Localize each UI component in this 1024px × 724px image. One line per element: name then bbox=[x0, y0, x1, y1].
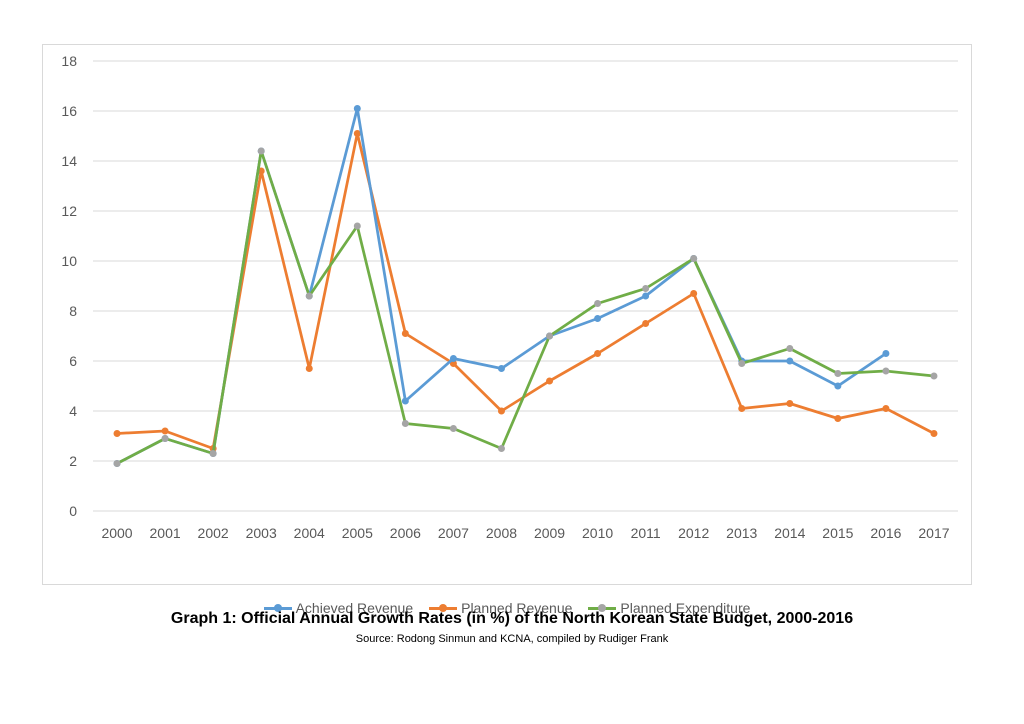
x-tick-label: 2004 bbox=[294, 525, 325, 541]
x-tick-label: 2008 bbox=[486, 525, 517, 541]
data-point bbox=[401, 330, 409, 337]
data-point bbox=[497, 445, 505, 452]
data-point bbox=[353, 105, 361, 112]
data-point bbox=[642, 320, 650, 327]
data-point bbox=[786, 345, 794, 352]
legend-swatch bbox=[588, 602, 617, 614]
data-point bbox=[594, 315, 602, 322]
legend-item: Planned Expenditure bbox=[588, 600, 750, 616]
x-tick-label: 2006 bbox=[390, 525, 421, 541]
data-point bbox=[786, 357, 794, 365]
x-tick-label: 2017 bbox=[918, 525, 949, 541]
data-point bbox=[930, 372, 938, 380]
y-tick-label: 2 bbox=[69, 453, 77, 469]
legend: Achieved Revenue Planned Revenue Planned E… bbox=[43, 600, 971, 620]
data-point bbox=[642, 292, 650, 300]
x-tick-label: 2007 bbox=[438, 525, 469, 541]
x-tick-label: 2003 bbox=[246, 525, 277, 541]
legend-swatch bbox=[429, 602, 458, 614]
y-tick-label: 6 bbox=[69, 353, 77, 369]
y-tick-label: 4 bbox=[69, 403, 77, 419]
data-point bbox=[401, 420, 409, 427]
y-tick-label: 10 bbox=[61, 253, 77, 269]
series-planned-revenue bbox=[113, 130, 938, 452]
data-point bbox=[834, 415, 842, 422]
data-point bbox=[161, 435, 169, 442]
x-tick-label: 2009 bbox=[534, 525, 565, 541]
data-point bbox=[642, 285, 650, 292]
data-point bbox=[690, 290, 698, 297]
y-tick-label: 14 bbox=[61, 153, 77, 169]
chart-area: 0 2 4 6 8 10 12 14 16 18 2000 2001 2002 2003 2004 2005… bbox=[42, 44, 972, 616]
x-tick-label: 2015 bbox=[822, 525, 853, 541]
data-point bbox=[786, 400, 794, 407]
data-point bbox=[257, 147, 265, 155]
legend-label: Achieved Revenue bbox=[295, 600, 414, 616]
data-point bbox=[594, 350, 602, 357]
data-point bbox=[930, 430, 938, 437]
x-axis-tick-labels: 2000 2001 2002 2003 2004 2005 2006 2007 2008 2009… bbox=[101, 525, 949, 541]
legend-swatch bbox=[263, 602, 292, 614]
gridlines bbox=[93, 60, 958, 512]
data-point bbox=[449, 355, 457, 362]
y-tick-label: 16 bbox=[61, 103, 77, 119]
data-point bbox=[497, 365, 505, 372]
data-point bbox=[161, 427, 169, 435]
data-point bbox=[834, 382, 842, 390]
data-point bbox=[305, 365, 313, 372]
x-tick-label: 2011 bbox=[631, 525, 661, 541]
x-tick-label: 2002 bbox=[198, 525, 229, 541]
x-tick-label: 2012 bbox=[678, 525, 709, 541]
series-line bbox=[115, 132, 936, 450]
data-point bbox=[209, 450, 217, 457]
data-point bbox=[449, 425, 457, 432]
line-chart: 0 2 4 6 8 10 12 14 16 18 2000 2001 2002 2003 2004 2005… bbox=[61, 53, 958, 541]
y-tick-label: 8 bbox=[69, 303, 77, 319]
data-point bbox=[353, 222, 361, 230]
figure-caption-source: Source: Rodong Sinmun and KCNA, compiled… bbox=[355, 633, 669, 645]
data-point bbox=[353, 130, 361, 137]
data-point bbox=[882, 405, 890, 412]
data-point bbox=[546, 332, 554, 340]
x-tick-label: 2001 bbox=[150, 525, 181, 541]
data-point bbox=[882, 367, 890, 375]
series-planned-expenditure bbox=[113, 147, 938, 467]
data-point bbox=[497, 407, 505, 415]
y-axis-tick-labels: 0 2 4 6 8 10 12 14 16 18 bbox=[61, 53, 77, 519]
series-line bbox=[115, 149, 936, 465]
x-tick-label: 2014 bbox=[774, 525, 805, 541]
series-lines bbox=[113, 105, 938, 467]
data-point bbox=[113, 460, 121, 467]
legend-item: Achieved Revenue bbox=[263, 600, 414, 616]
data-point bbox=[305, 292, 313, 300]
x-tick-label: 2016 bbox=[870, 525, 901, 541]
data-point bbox=[834, 370, 842, 377]
y-tick-label: 0 bbox=[69, 503, 77, 519]
legend-label: Planned Expenditure bbox=[620, 600, 751, 616]
data-point bbox=[113, 430, 121, 437]
y-tick-label: 12 bbox=[61, 203, 77, 219]
data-point bbox=[690, 255, 698, 262]
data-point bbox=[401, 397, 409, 405]
x-tick-label: 2000 bbox=[101, 525, 132, 541]
legend-label: Planned Revenue bbox=[461, 600, 573, 616]
data-point bbox=[738, 360, 746, 367]
data-point bbox=[738, 405, 746, 412]
data-point bbox=[882, 350, 890, 357]
data-point bbox=[594, 300, 602, 307]
y-tick-label: 18 bbox=[61, 53, 77, 69]
x-tick-label: 2013 bbox=[726, 525, 757, 541]
data-point bbox=[546, 377, 554, 385]
figure-caption-title: Graph 1: Official Annual Growth Rates (i… bbox=[170, 610, 854, 627]
x-tick-label: 2010 bbox=[582, 525, 613, 541]
legend-item: Planned Revenue bbox=[429, 600, 572, 616]
x-tick-label: 2005 bbox=[342, 525, 373, 541]
